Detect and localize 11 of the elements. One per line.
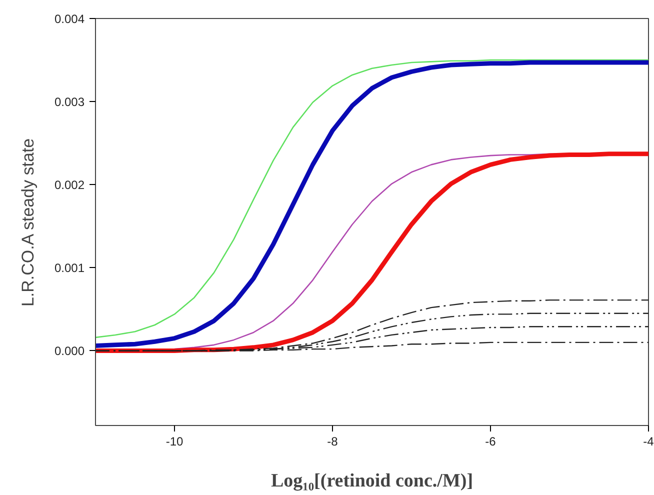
y-tick-label: 0.002 [54, 178, 85, 192]
x-tick-label: -8 [327, 434, 338, 448]
y-tick-label: 0.001 [54, 261, 85, 276]
x-axis-title: Log₁₀[(retinoid conc./M)] [270, 470, 474, 492]
x-tick-label: -10 [166, 434, 184, 448]
y-tick-label: 0.000 [54, 344, 85, 358]
y-tick-label: 0.003 [54, 95, 85, 110]
x-tick-label: -6 [485, 434, 496, 448]
y-tick-label: 0.004 [54, 12, 85, 26]
y-axis-title: L.R.CO.A steady state [18, 138, 38, 307]
x-tick-label: -4 [643, 434, 654, 448]
